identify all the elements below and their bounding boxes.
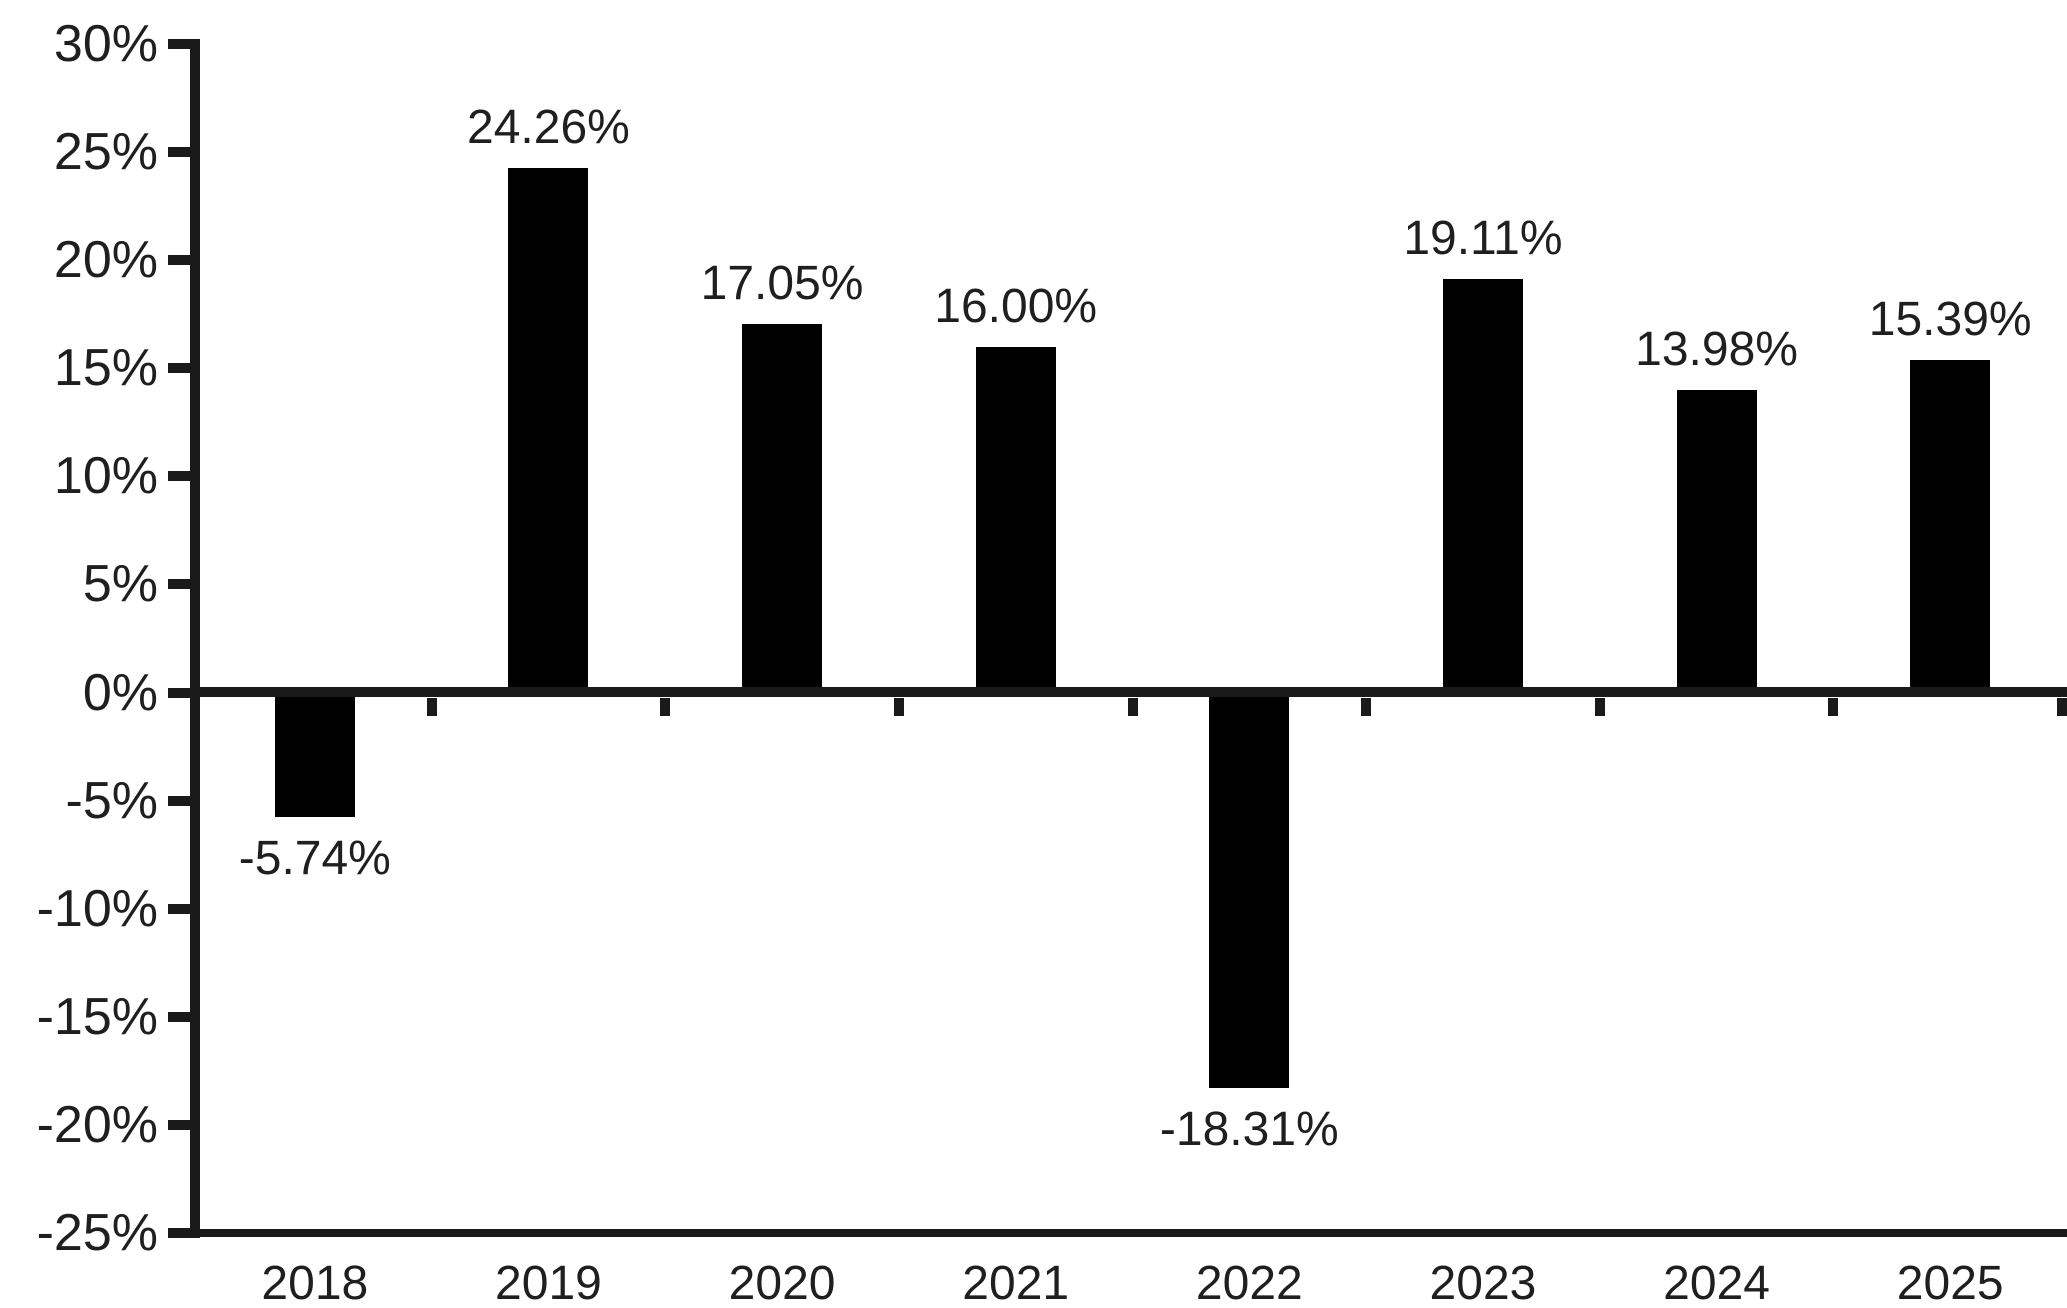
bar-2022 <box>1209 692 1290 1089</box>
y-tick-mark <box>168 1228 190 1238</box>
x-tick-label: 2024 <box>1663 1257 1770 1308</box>
bar-2018 <box>274 692 355 817</box>
x-tick-label: 2021 <box>962 1257 1070 1308</box>
x-axis-bottom-line <box>190 1229 2067 1237</box>
y-tick-mark <box>168 471 190 482</box>
y-tick-mark <box>168 1119 190 1130</box>
x-tick-label: 2018 <box>261 1257 369 1308</box>
y-tick-label: -15% <box>36 987 158 1046</box>
y-tick-label: -20% <box>36 1095 158 1154</box>
y-tick-label: 5% <box>82 555 158 614</box>
y-tick-mark <box>168 363 190 374</box>
bar-value-label: 17.05% <box>700 256 864 310</box>
zero-baseline <box>190 687 2067 697</box>
x-tick-mark <box>1594 697 1605 716</box>
y-tick-label: 15% <box>53 339 158 398</box>
x-tick-mark <box>1361 697 1372 716</box>
x-tick-label: 2020 <box>728 1257 836 1308</box>
y-tick-mark <box>168 795 190 806</box>
y-tick-mark <box>168 687 190 698</box>
x-tick-label: 2025 <box>1896 1257 2004 1308</box>
x-tick-mark <box>1127 697 1138 716</box>
y-tick-mark <box>168 903 190 914</box>
y-tick-label: 0% <box>82 663 158 722</box>
y-tick-label: -5% <box>65 771 158 830</box>
y-tick-label: -10% <box>36 879 158 938</box>
y-tick-mark <box>168 147 190 158</box>
x-tick-label: 2019 <box>495 1257 602 1308</box>
bar-value-label: 16.00% <box>934 279 1098 333</box>
x-tick-mark <box>2057 697 2067 716</box>
bar-value-label: -5.74% <box>238 831 391 885</box>
x-tick-mark <box>893 697 904 716</box>
bar-2019 <box>508 168 589 693</box>
x-tick-mark <box>660 697 671 716</box>
y-tick-label: -25% <box>36 1204 158 1262</box>
bar-2020 <box>742 323 823 693</box>
y-tick-mark <box>168 579 190 590</box>
bar-value-label: 24.26% <box>467 101 630 155</box>
bar-2024 <box>1676 390 1757 693</box>
x-tick-label: 2023 <box>1429 1257 1537 1308</box>
bar-value-label: 19.11% <box>1403 212 1563 266</box>
bar-2021 <box>975 346 1056 693</box>
y-axis-line <box>190 39 200 1238</box>
x-tick-mark <box>1828 697 1839 716</box>
bar-value-label: -18.31% <box>1159 1103 1339 1157</box>
y-tick-label: 25% <box>53 123 158 182</box>
y-tick-mark <box>168 39 190 49</box>
x-tick-label: 2022 <box>1195 1257 1303 1308</box>
y-tick-label: 20% <box>53 231 158 290</box>
y-tick-label: 10% <box>53 447 158 506</box>
x-tick-mark <box>426 697 437 716</box>
y-tick-label: 30% <box>53 15 158 73</box>
bar-2025 <box>1910 359 1991 693</box>
y-tick-mark <box>168 1011 190 1022</box>
bar-2023 <box>1442 279 1523 693</box>
y-tick-mark <box>168 255 190 266</box>
bar-value-label: 13.98% <box>1635 323 1798 377</box>
bar-value-label: 15.39% <box>1868 292 2032 346</box>
